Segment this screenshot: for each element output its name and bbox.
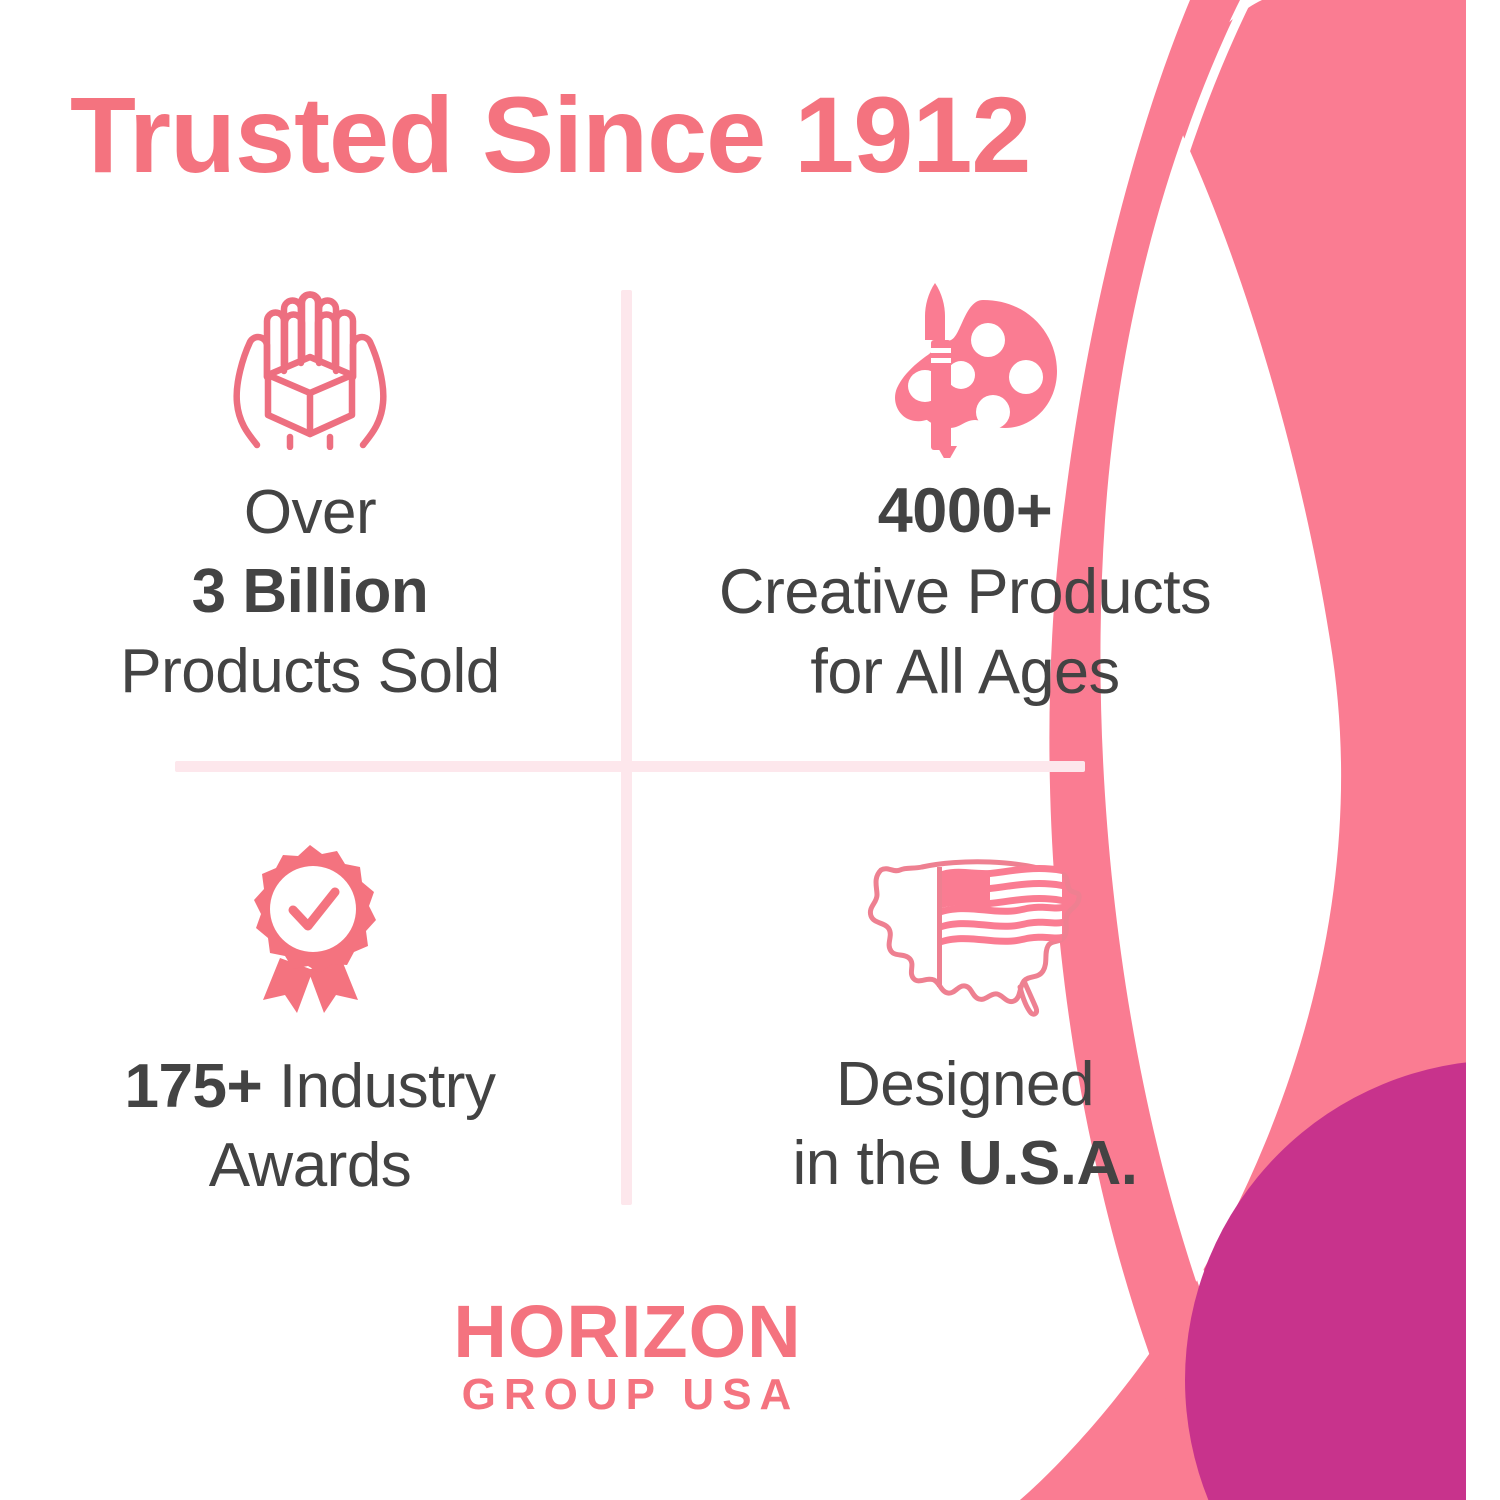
feature-text-creative-products: 4000+ Creative Products for All Ages xyxy=(718,471,1212,713)
feature-line: Designed xyxy=(836,1050,1094,1119)
swoosh-white-hairline xyxy=(1102,0,1302,1500)
feature-line-emphasis: 4000+ xyxy=(877,476,1053,546)
paint-palette-brush-icon xyxy=(865,280,1065,458)
award-ribbon-check-icon xyxy=(223,840,398,1025)
feature-line: Products Sold xyxy=(120,636,500,706)
feature-text-products-sold: Over 3 Billion Products Sold xyxy=(120,473,500,711)
feature-line-emphasis: in the U.S.A. xyxy=(792,1129,1138,1199)
feature-line: Over xyxy=(243,478,377,547)
divider-horizontal xyxy=(175,761,1085,772)
pink-swoosh-main xyxy=(1020,0,1500,1500)
feature-line: Awards xyxy=(208,1131,412,1201)
feature-card-creative-products: 4000+ Creative Products for All Ages xyxy=(645,280,1285,713)
right-white-margin xyxy=(1466,0,1500,1500)
feature-card-designed-usa: Designed in the U.S.A. xyxy=(645,840,1285,1204)
feature-text-industry-awards: 175+ Industry Awards xyxy=(125,1047,496,1206)
feature-card-industry-awards: 175+ Industry Awards xyxy=(10,840,610,1206)
feature-line: Creative Products xyxy=(718,556,1212,627)
feature-card-products-sold: Over 3 Billion Products Sold xyxy=(10,280,610,711)
feature-text-designed-usa: Designed in the U.S.A. xyxy=(793,1045,1138,1204)
feature-line-emphasis: 175+ Industry xyxy=(124,1052,496,1121)
brand-logo: HORIZON GROUP USA xyxy=(0,1290,1255,1420)
divider-vertical xyxy=(621,290,632,1205)
brand-subtitle: GROUP USA xyxy=(461,1370,800,1420)
usa-map-flag-icon xyxy=(848,840,1083,1025)
hands-holding-box-icon xyxy=(205,280,415,455)
right-white-margin-2 xyxy=(1466,0,1500,1500)
brand-name: HORIZON xyxy=(453,1290,802,1373)
feature-line: for All Ages xyxy=(810,637,1120,708)
feature-line-emphasis: 3 Billion xyxy=(191,557,429,627)
page-title: Trusted Since 1912 xyxy=(70,74,1031,195)
pink-swoosh-inner-arc xyxy=(1049,0,1290,1500)
